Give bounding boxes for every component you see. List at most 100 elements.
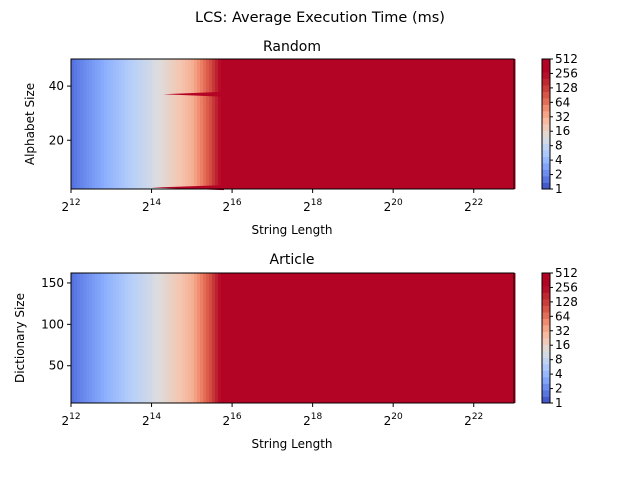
heatmap-cell — [242, 59, 246, 189]
heatmap-cell — [230, 59, 234, 189]
heatmap-cell — [275, 273, 279, 403]
heatmap-cell — [107, 59, 111, 189]
heatmap-cell — [122, 273, 126, 403]
heatmap-cell — [326, 59, 330, 189]
heatmap-cell — [209, 59, 213, 189]
colorbar-band — [542, 156, 550, 164]
x-tick-label: 214 — [142, 198, 161, 214]
heatmap-cell — [80, 59, 84, 189]
colorbar-band — [542, 59, 550, 66]
heatmap-cell — [413, 59, 417, 189]
heatmap-cell — [329, 273, 333, 403]
heatmap-cell — [425, 273, 429, 403]
y-tick-label: 150 — [41, 276, 64, 290]
colorbar-tick-label: 8 — [555, 139, 563, 153]
heatmap-cell — [278, 273, 282, 403]
colorbar-tick-label: 1 — [555, 396, 563, 410]
heatmap-cell — [503, 59, 507, 189]
heatmap-cell — [410, 273, 414, 403]
heatmap-cell — [284, 59, 288, 189]
heatmap-cell — [320, 59, 324, 189]
heatmap-cell — [419, 273, 423, 403]
x-tick-label: 220 — [384, 412, 403, 428]
heatmap-cell — [482, 59, 486, 189]
colorbar-band — [542, 377, 550, 384]
heatmap-cell — [476, 273, 480, 403]
colorbar-band — [542, 286, 550, 293]
heatmap-area — [71, 273, 516, 403]
heatmap-cell — [428, 59, 432, 189]
heatmap-cell — [128, 273, 132, 403]
heatmap-cell — [236, 59, 240, 189]
y-axis-label: Alphabet Size — [23, 83, 37, 165]
y-tick-label: 100 — [41, 317, 64, 331]
heatmap-cell — [272, 273, 276, 403]
heatmap-cell — [320, 273, 324, 403]
heatmap-cell — [224, 59, 228, 189]
heatmap-cell — [494, 273, 498, 403]
heatmap-cell — [218, 59, 222, 189]
heatmap-cell — [77, 59, 81, 189]
heatmap-cell — [461, 273, 465, 403]
heatmap-cell — [254, 59, 258, 189]
panel-title: Random — [263, 39, 321, 55]
colorbar-band — [542, 390, 550, 397]
heatmap-cell — [359, 273, 363, 403]
heatmap-cell — [335, 273, 339, 403]
heatmap-cell — [95, 59, 99, 189]
heatmap-cell — [314, 273, 318, 403]
heatmap-cell — [260, 59, 264, 189]
colorbar-band — [542, 351, 550, 358]
heatmap-cell — [116, 59, 120, 189]
heatmap-cell — [311, 59, 315, 189]
heatmap-cell — [416, 273, 420, 403]
heatmap-cell — [134, 273, 138, 403]
heatmap-cell — [389, 59, 393, 189]
heatmap-cell — [107, 273, 111, 403]
heatmap-cell — [170, 273, 174, 403]
heatmap-cell — [137, 59, 141, 189]
heatmap-cell — [365, 273, 369, 403]
heatmap-cell — [86, 59, 90, 189]
heatmap-cell — [398, 273, 402, 403]
heatmap-cell — [257, 59, 261, 189]
colorbar-band — [542, 279, 550, 287]
x-axis-ticks: 212 214 216 218 220 222 — [61, 403, 483, 428]
colorbar-band — [542, 364, 550, 371]
heatmap-cell — [137, 273, 141, 403]
y-tick-label: 50 — [49, 359, 64, 373]
heatmap-cell — [161, 273, 165, 403]
heatmap-cell — [356, 59, 360, 189]
heatmap-cell — [386, 59, 390, 189]
heatmap-cell — [335, 59, 339, 189]
colorbar-band — [542, 150, 550, 157]
heatmap-cell — [167, 59, 171, 189]
heatmap-cell — [173, 273, 177, 403]
heatmap-cell — [323, 273, 327, 403]
colorbar-tick-label: 4 — [555, 153, 563, 167]
heatmap-cell — [416, 59, 420, 189]
heatmap-cell — [386, 273, 390, 403]
heatmap-cell — [482, 273, 486, 403]
heatmap-cell — [200, 59, 204, 189]
heatmap-cell — [143, 59, 147, 189]
colorbar-band — [542, 72, 550, 79]
heatmap-cell — [455, 273, 459, 403]
heatmap-cell — [389, 273, 393, 403]
heatmap-cell — [143, 273, 147, 403]
heatmap-cell — [332, 59, 336, 189]
colorbar-frame — [541, 58, 551, 190]
heatmap-cell — [239, 59, 243, 189]
colorbar-band — [542, 305, 550, 313]
heatmap-cell — [413, 273, 417, 403]
heatmap-cell — [92, 59, 96, 189]
heatmap-cell — [89, 273, 93, 403]
colorbar-band — [542, 65, 550, 73]
colorbar-tick-label: 2 — [555, 168, 563, 182]
heatmap-cell — [287, 59, 291, 189]
heatmap-cell — [401, 59, 405, 189]
heatmap-cell — [155, 59, 159, 189]
heatmap-cell — [407, 273, 411, 403]
heatmap-cell — [134, 59, 138, 189]
